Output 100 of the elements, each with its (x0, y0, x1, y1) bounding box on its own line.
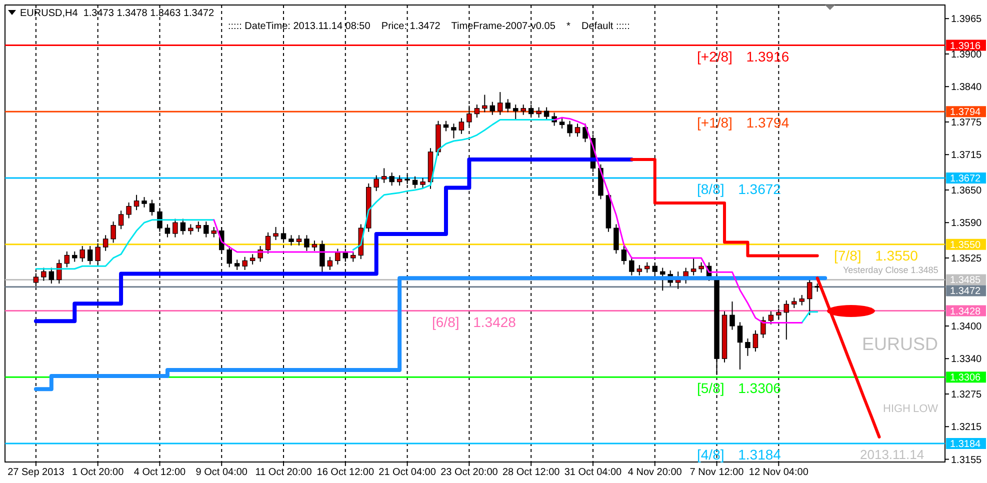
candlestick (752, 330, 758, 352)
candlestick (760, 316, 766, 338)
candlestick (458, 118, 464, 134)
candlestick (211, 226, 217, 238)
x-tick-label: 1 Oct 20:00 (72, 467, 124, 478)
y-tick-label: 1.3215 (951, 422, 982, 434)
candlestick (126, 202, 132, 219)
candlestick (730, 301, 735, 330)
text: ::::: DateTime: 2013.11.14 08:50 Price: 1.3472 TimeFrame-2007-v0.05 * Default ::::: (228, 21, 630, 32)
y-tick-label: 1.3965 (951, 14, 982, 26)
candlestick (164, 224, 170, 238)
candlestick (490, 101, 496, 116)
y-tick-label: 1.3400 (951, 321, 982, 332)
y-tick-label: 1.3428 (950, 306, 982, 318)
y-tick-label: 1.3155 (951, 454, 982, 466)
candlestick (172, 218, 178, 238)
candlestick (520, 104, 526, 116)
candlestick (768, 310, 774, 325)
candlestick (56, 259, 62, 284)
candlestick (188, 224, 194, 236)
y-tick-label: 1.3650 (951, 185, 982, 196)
candlestick (320, 240, 325, 275)
candlestick (792, 297, 797, 309)
y-tick-label: 1.3306 (950, 372, 982, 384)
x-tick-label: 7 Nov 12:00 (690, 467, 744, 478)
x-tick-label: 11 Oct 20:00 (255, 467, 312, 478)
x-tick-label: 16 Oct 12:00 (316, 467, 374, 478)
candlestick (226, 246, 232, 268)
annotation: LOW (913, 403, 939, 415)
y-tick-label: 1.3550 (950, 240, 982, 251)
candlestick (389, 172, 394, 186)
candlestick (381, 168, 387, 184)
candlestick (327, 256, 333, 270)
candlestick (745, 338, 750, 356)
candlestick (482, 94, 488, 113)
candlestick (110, 221, 116, 244)
candlestick (559, 118, 565, 129)
candlestick (80, 246, 85, 262)
candlestick (374, 174, 379, 192)
candlestick (412, 176, 418, 189)
candlestick (690, 257, 696, 276)
candlestick (64, 250, 70, 268)
candlestick (799, 294, 804, 306)
candlestick (102, 234, 108, 252)
candlestick (451, 123, 456, 139)
ref-line-label: [8/8] 1.3672 (697, 181, 782, 198)
x-tick-label: 21 Oct 04:00 (378, 467, 436, 478)
annotation: 2013.11.14 (860, 447, 924, 462)
candlestick (273, 226, 278, 241)
y-tick-label: 1.3275 (951, 389, 982, 400)
x-tick-label: 4 Nov 20:00 (628, 467, 682, 478)
y-tick-label: 1.3840 (951, 82, 982, 94)
candlestick (350, 250, 356, 262)
y-tick-label: 1.3485 (950, 275, 982, 286)
candlestick (87, 246, 93, 266)
candlestick (621, 246, 627, 266)
candlestick (660, 267, 666, 292)
ref-line-label: [7/8] 1.3550 (834, 247, 918, 264)
x-tick-label: 27 Sep 2013 (8, 467, 65, 478)
candlestick (536, 106, 542, 118)
y-tick-label: 1.3672 (950, 174, 982, 185)
candlestick (149, 199, 155, 216)
candlestick (180, 218, 186, 236)
y-tick-label: 1.3340 (951, 354, 982, 366)
candlestick (41, 267, 46, 282)
y-tick-label: 1.3184 (950, 439, 982, 450)
candlestick (196, 221, 202, 232)
y-tick-label: 1.3590 (951, 218, 982, 230)
candlestick (72, 250, 78, 262)
x-tick-label: 31 Oct 04:00 (564, 467, 622, 478)
chart-title: EURUSD,H4 1.3473 1.3478 1.3463 1.3472 (20, 8, 214, 19)
x-tick-label: 12 Nov 04:00 (748, 467, 809, 478)
candlestick (420, 178, 426, 189)
candlestick (265, 232, 271, 254)
y-tick-label: 1.3794 (950, 107, 982, 118)
candlestick (544, 106, 550, 121)
candlestick (737, 322, 743, 370)
x-tick-label: 23 Oct 20:00 (440, 467, 498, 478)
y-tick-label: 1.3472 (950, 286, 982, 298)
candlestick (304, 234, 310, 252)
ref-line-label: [+1/8] 1.3794 (697, 114, 790, 131)
annotation: Yesterday Close 1.3485 (843, 265, 938, 275)
candlestick (784, 300, 790, 340)
candlestick (48, 267, 54, 284)
candlestick (629, 256, 634, 276)
y-tick-label: 1.3900 (951, 49, 982, 60)
candlestick (250, 254, 256, 266)
candlestick (335, 248, 340, 266)
ref-line-label: [6/8] 1.3428 (432, 314, 516, 330)
candlestick (234, 259, 240, 270)
candlestick (505, 98, 510, 113)
candlestick (474, 104, 480, 118)
candlestick (698, 262, 704, 274)
candlestick (567, 120, 572, 138)
candlestick (118, 210, 124, 230)
y-tick-label: 1.3715 (951, 150, 982, 162)
ref-line-label: [5/8] 1.3306 (697, 380, 782, 396)
candlestick (644, 262, 650, 274)
candlestick (582, 123, 588, 143)
annotation: HIGH (883, 403, 911, 415)
